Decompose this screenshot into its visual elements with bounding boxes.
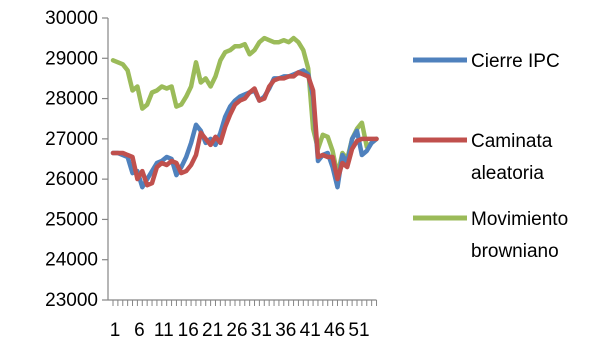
legend: Cierre IPC Caminata aleatoria Movimiento bro…	[413, 51, 568, 262]
x-tick-label: 11	[154, 320, 174, 341]
x-tick-label: 36	[275, 320, 296, 341]
y-tick-label: 27000	[45, 129, 98, 150]
legend-label: browniano	[471, 241, 559, 262]
y-axis: 23000 24000 25000 26000 27000 28000 29000 30000	[45, 8, 109, 311]
x-tick-label: 41	[300, 320, 321, 341]
legend-label: aleatoria	[471, 163, 544, 184]
legend-label: Caminata	[471, 131, 553, 152]
x-axis: 1 6 11 16 21 26 31 36 41 46 51	[108, 299, 378, 341]
y-tick-label: 29000	[45, 48, 98, 69]
x-tick-label: 51	[348, 320, 369, 341]
series-line-2	[110, 35, 379, 178]
y-tick-label: 23000	[45, 290, 98, 311]
y-tick-label: 28000	[45, 89, 98, 110]
series-layer	[110, 35, 379, 190]
x-tick-label: 31	[251, 320, 272, 341]
x-tick-label: 16	[178, 320, 199, 341]
x-tick-label: 21	[202, 320, 223, 341]
x-tick-label: 46	[324, 320, 345, 341]
legend-label: Cierre IPC	[471, 51, 560, 72]
x-tick-label: 6	[134, 320, 145, 341]
x-tick-label: 26	[226, 320, 247, 341]
series-line-1	[110, 70, 379, 188]
x-tick-label: 1	[110, 320, 121, 341]
legend-label: Movimiento	[471, 209, 568, 230]
y-tick-label: 24000	[45, 250, 98, 271]
y-tick-label: 30000	[45, 8, 98, 29]
y-tick-label: 25000	[45, 209, 98, 230]
y-tick-label: 26000	[45, 169, 98, 190]
